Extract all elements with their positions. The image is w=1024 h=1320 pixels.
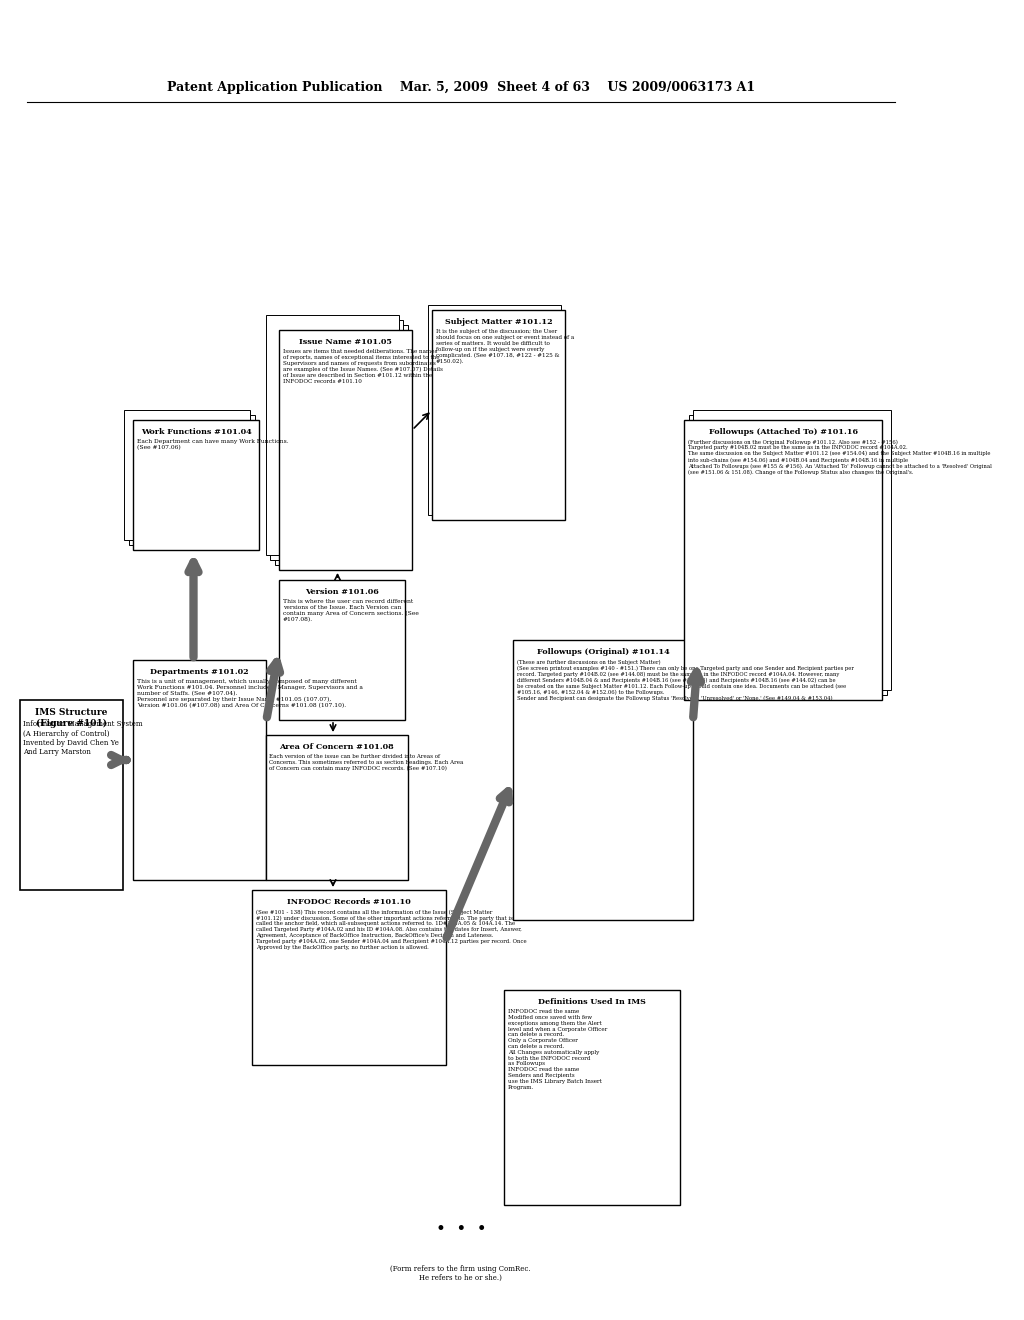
Text: Area Of Concern #101.08: Area Of Concern #101.08 bbox=[280, 743, 394, 751]
Text: (Form refers to the firm using ComRec.
He refers to he or she.): (Form refers to the firm using ComRec. H… bbox=[390, 1265, 531, 1282]
Text: Definitions Used In IMS: Definitions Used In IMS bbox=[538, 998, 646, 1006]
Bar bbox=[504, 990, 680, 1205]
Bar bbox=[684, 420, 882, 700]
Text: INFODOC Records #101.10: INFODOC Records #101.10 bbox=[287, 898, 411, 906]
Bar bbox=[265, 315, 398, 554]
Bar bbox=[270, 319, 403, 560]
Text: Issue Name #101.05: Issue Name #101.05 bbox=[299, 338, 392, 346]
Text: (These are further discussions on the Subject Matter)
(See screen printout examp: (These are further discussions on the Su… bbox=[517, 659, 853, 701]
Text: Each version of the issue can be further divided into Areas of
Concerns. This so: Each version of the issue can be further… bbox=[269, 754, 464, 771]
Bar bbox=[279, 330, 413, 570]
Text: Each Department can have many Work Functions.
(See #107.06): Each Department can have many Work Funct… bbox=[137, 440, 289, 450]
Bar bbox=[427, 305, 561, 515]
Text: Followups (Attached To) #101.16: Followups (Attached To) #101.16 bbox=[709, 428, 857, 436]
Text: INFODOC read the same
Modified once saved with few
exceptions among them the Ale: INFODOC read the same Modified once save… bbox=[508, 1010, 607, 1090]
Bar bbox=[279, 579, 406, 719]
Bar bbox=[513, 640, 693, 920]
Text: Issues are items that needed deliberations. The names
of reports, names of excep: Issues are items that needed deliberatio… bbox=[283, 350, 442, 384]
Text: Subject Matter #101.12: Subject Matter #101.12 bbox=[444, 318, 552, 326]
Bar bbox=[688, 414, 887, 696]
Bar bbox=[133, 420, 259, 550]
Text: Departments #101.02: Departments #101.02 bbox=[151, 668, 249, 676]
Bar bbox=[129, 414, 255, 545]
Bar bbox=[265, 735, 408, 880]
Text: It is the subject of the discussion; the User
should focus on one subject or eve: It is the subject of the discussion; the… bbox=[435, 329, 573, 364]
Text: (See #101 - 138) This record contains all the information of the Issue (Subject : (See #101 - 138) This record contains al… bbox=[256, 909, 526, 949]
Bar bbox=[432, 310, 565, 520]
Text: (Further discussions on the Original Followup #101.12. Also see #152 - #156)
Tar: (Further discussions on the Original Fol… bbox=[688, 440, 991, 475]
Bar bbox=[19, 700, 123, 890]
Bar bbox=[124, 411, 250, 540]
Bar bbox=[693, 411, 891, 690]
Text: Version #101.06: Version #101.06 bbox=[305, 587, 379, 597]
Text: IMS Structure
(Figure #101): IMS Structure (Figure #101) bbox=[36, 708, 108, 727]
Text: •  •  •: • • • bbox=[435, 1221, 486, 1238]
Text: Patent Application Publication    Mar. 5, 2009  Sheet 4 of 63    US 2009/0063173: Patent Application Publication Mar. 5, 2… bbox=[167, 82, 755, 95]
Bar bbox=[274, 325, 408, 565]
Text: This is a unit of management, which usually composed of many different
Work Func: This is a unit of management, which usua… bbox=[137, 680, 362, 708]
Bar bbox=[252, 890, 445, 1065]
Text: Work Functions #101.04: Work Functions #101.04 bbox=[141, 428, 252, 436]
Bar bbox=[133, 660, 266, 880]
Text: Information Management System
(A Hierarchy of Control)
Invented by David Chen Ye: Information Management System (A Hierarc… bbox=[24, 721, 143, 756]
Text: Followups (Original) #101.14: Followups (Original) #101.14 bbox=[537, 648, 670, 656]
Text: This is where the user can record different
versions of the Issue. Each Version : This is where the user can record differ… bbox=[283, 599, 419, 622]
